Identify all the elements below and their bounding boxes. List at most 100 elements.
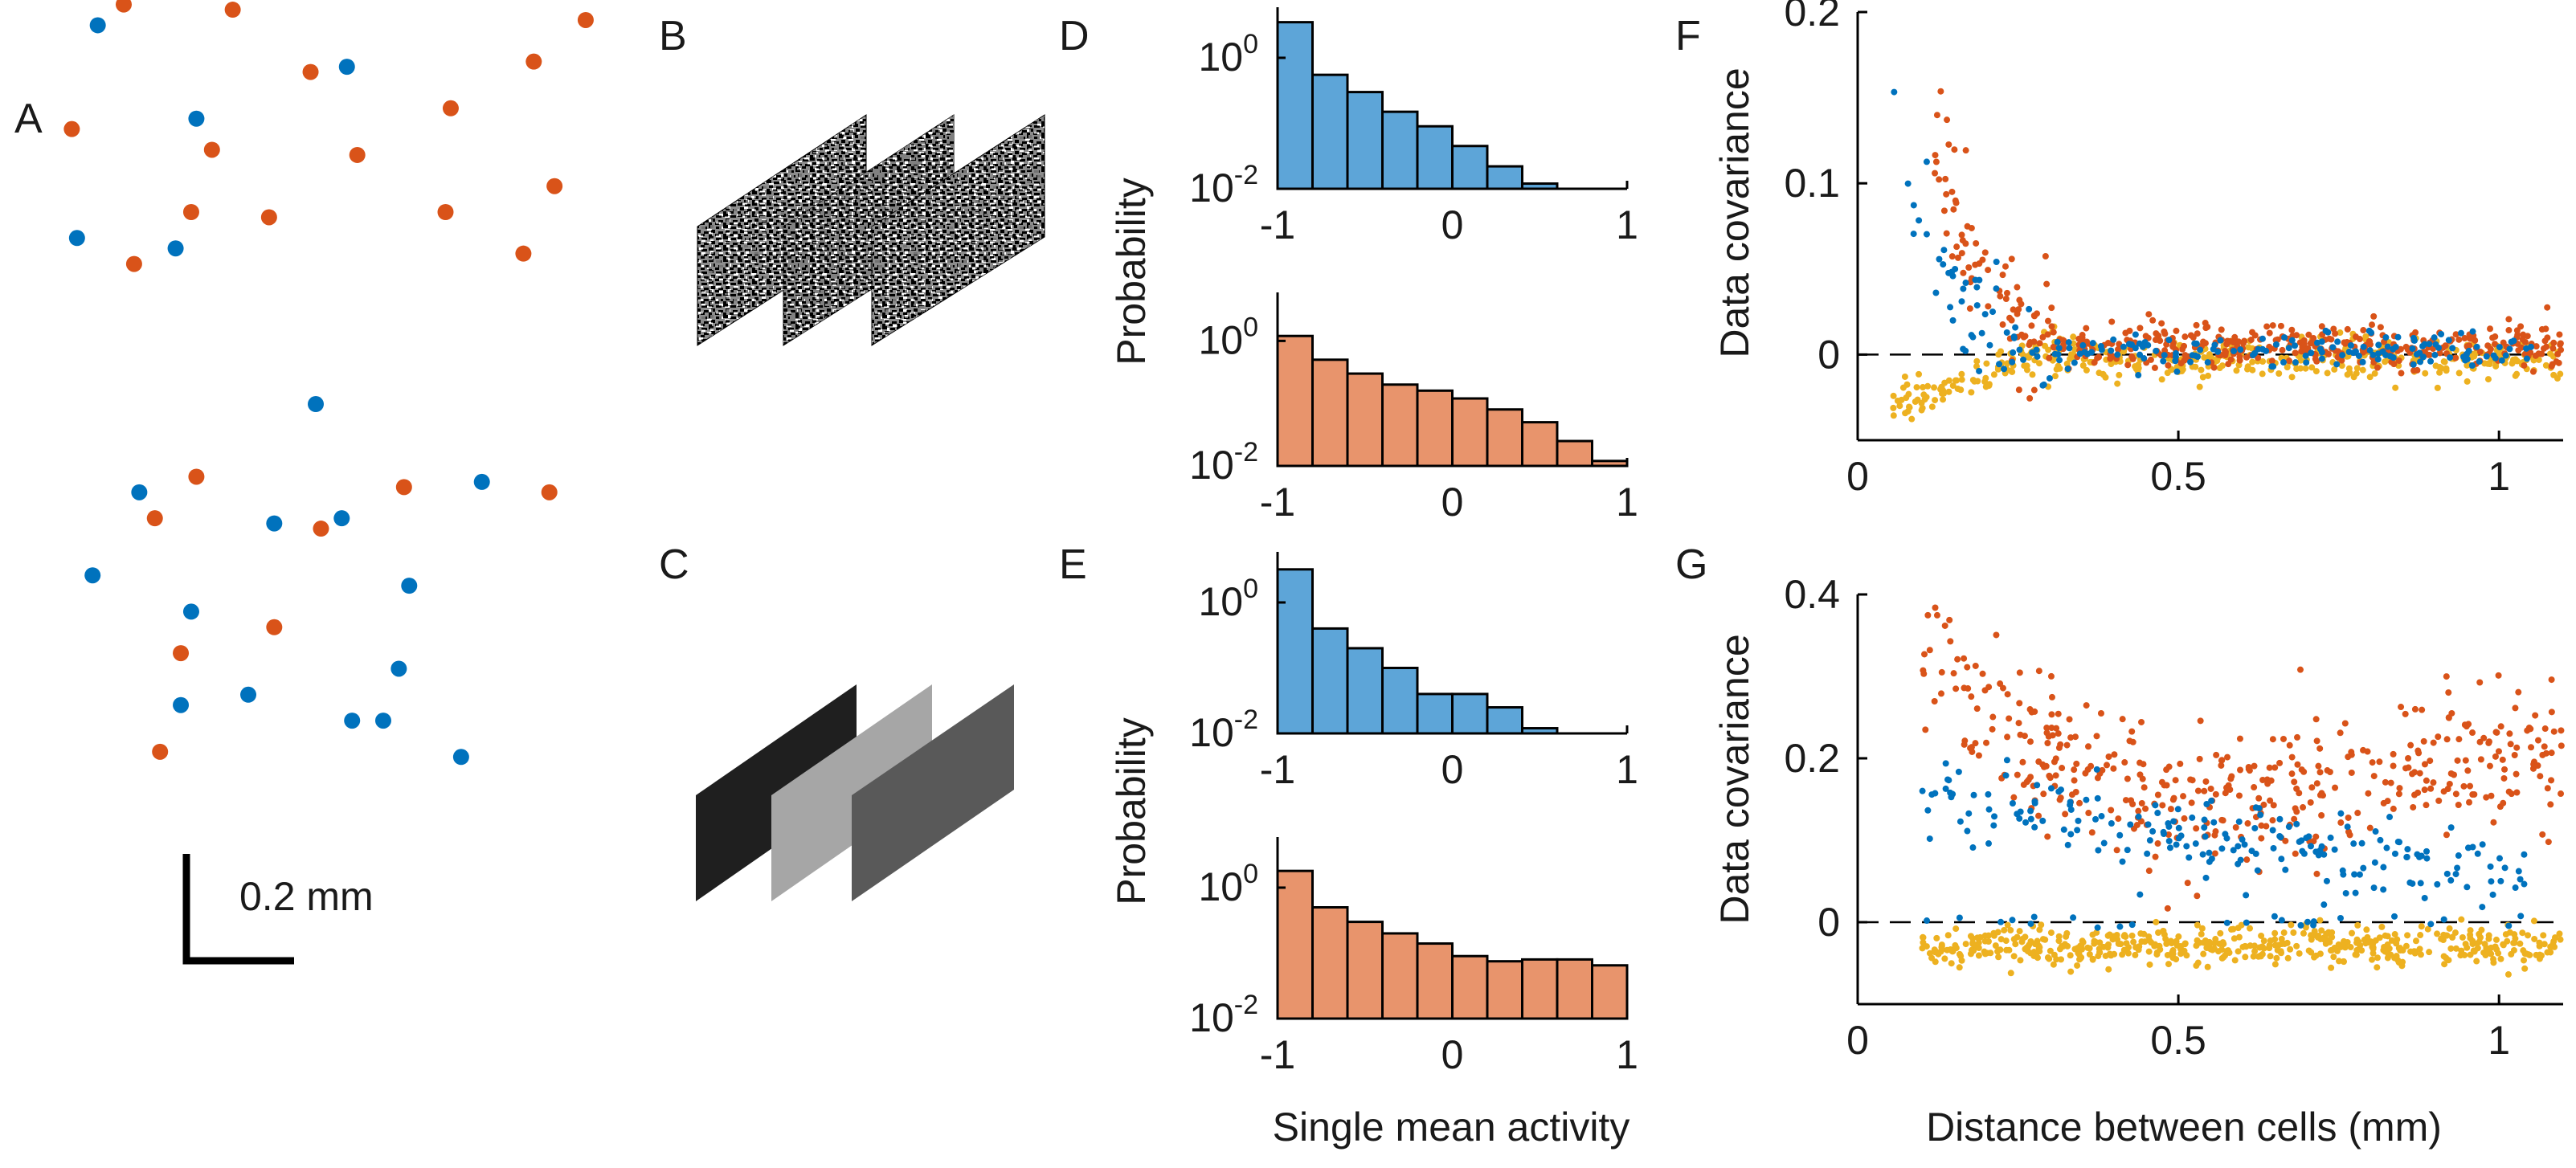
cell-orange-1 xyxy=(224,2,241,18)
point-blue xyxy=(1993,285,2000,292)
point-blue xyxy=(2445,337,2452,344)
point-blue xyxy=(2440,916,2447,923)
point-orange xyxy=(2532,352,2539,359)
point-yellow xyxy=(1931,384,1938,391)
point-orange xyxy=(1932,152,1939,159)
point-yellow xyxy=(2034,954,2042,962)
point-orange xyxy=(2245,766,2252,773)
point-yellow xyxy=(2296,950,2303,957)
point-yellow xyxy=(2311,928,2318,935)
point-yellow xyxy=(2439,937,2447,944)
point-yellow xyxy=(2266,945,2273,952)
point-yellow xyxy=(2096,949,2104,956)
point-blue xyxy=(2071,359,2078,366)
point-orange xyxy=(2542,325,2549,333)
point-orange xyxy=(1981,249,1989,256)
point-orange xyxy=(2499,756,2506,763)
point-blue xyxy=(2027,807,2034,815)
point-yellow xyxy=(2311,954,2318,961)
point-yellow xyxy=(2323,936,2330,943)
point-yellow xyxy=(1973,363,1981,370)
point-yellow xyxy=(2084,944,2091,951)
point-blue xyxy=(1919,787,1926,794)
point-yellow xyxy=(2484,946,2492,954)
point-blue xyxy=(1997,918,2005,925)
point-orange xyxy=(2006,314,2014,321)
point-yellow xyxy=(2061,941,2068,948)
point-blue xyxy=(2498,357,2505,364)
point-blue xyxy=(2297,921,2304,929)
point-orange xyxy=(2476,679,2484,686)
point-yellow xyxy=(1949,382,1957,390)
point-orange xyxy=(2344,325,2351,333)
point-orange xyxy=(1954,655,1961,663)
point-yellow xyxy=(2308,949,2315,956)
point-orange xyxy=(2129,738,2136,745)
point-yellow xyxy=(2247,925,2254,932)
point-orange xyxy=(2513,770,2520,778)
point-blue xyxy=(1949,317,1957,324)
hist-xtick-label: 0 xyxy=(1441,1032,1464,1077)
cell-orange-7 xyxy=(442,100,459,116)
cell-orange-4 xyxy=(577,11,594,28)
point-orange xyxy=(2541,725,2549,733)
point-blue xyxy=(2083,796,2090,803)
point-blue xyxy=(2278,917,2285,924)
point-orange xyxy=(2018,300,2025,308)
point-yellow xyxy=(2364,933,2371,941)
point-yellow xyxy=(2407,948,2414,955)
point-orange xyxy=(2124,361,2132,369)
point-blue xyxy=(2487,863,2494,870)
point-yellow xyxy=(2458,947,2465,954)
point-blue xyxy=(2489,891,2496,898)
point-blue xyxy=(2116,831,2124,839)
point-blue xyxy=(2447,876,2455,884)
point-orange xyxy=(2300,768,2308,775)
point-blue xyxy=(2327,834,2334,841)
scatter-ytick-label: 0.1 xyxy=(1784,161,1840,206)
point-yellow xyxy=(2293,366,2300,373)
point-yellow xyxy=(2036,360,2043,367)
point-blue xyxy=(2128,341,2135,349)
point-orange xyxy=(2390,805,2397,812)
point-yellow xyxy=(2114,380,2121,387)
point-orange xyxy=(1946,616,1953,623)
point-orange xyxy=(2443,831,2450,839)
point-blue xyxy=(2272,341,2280,348)
point-orange xyxy=(2452,790,2459,798)
hist-bar xyxy=(1381,666,1419,735)
point-yellow xyxy=(2327,930,2334,937)
point-blue xyxy=(1958,298,1965,305)
point-blue xyxy=(2010,333,2018,341)
point-yellow xyxy=(2146,961,2153,968)
point-yellow xyxy=(2124,950,2132,957)
point-yellow xyxy=(2151,942,2158,950)
scatter-xtick-label: 1 xyxy=(2488,1018,2510,1063)
panel-label-a: A xyxy=(14,96,43,142)
point-yellow xyxy=(2230,935,2238,942)
point-orange xyxy=(2044,833,2051,840)
point-blue xyxy=(2009,800,2016,807)
point-blue xyxy=(2384,343,2391,350)
point-orange xyxy=(2188,799,2195,807)
point-yellow xyxy=(2446,925,2453,932)
point-yellow xyxy=(2178,368,2186,375)
point-orange xyxy=(2142,805,2149,812)
point-yellow xyxy=(2194,921,2201,929)
point-blue xyxy=(2501,864,2509,872)
point-orange xyxy=(1948,253,1956,260)
point-yellow xyxy=(2530,917,2537,925)
point-orange xyxy=(2180,793,2187,800)
point-yellow xyxy=(2070,333,2077,341)
panel-label-g: G xyxy=(1675,541,1707,588)
point-blue xyxy=(2410,334,2418,341)
point-blue xyxy=(2055,345,2063,352)
point-orange xyxy=(2427,785,2435,792)
point-yellow xyxy=(2284,954,2292,962)
hist-bar xyxy=(1311,358,1349,468)
point-yellow xyxy=(2338,362,2345,370)
point-blue xyxy=(2380,864,2387,871)
point-orange xyxy=(2515,688,2522,696)
point-blue xyxy=(2333,361,2341,368)
point-blue xyxy=(2056,357,2063,364)
